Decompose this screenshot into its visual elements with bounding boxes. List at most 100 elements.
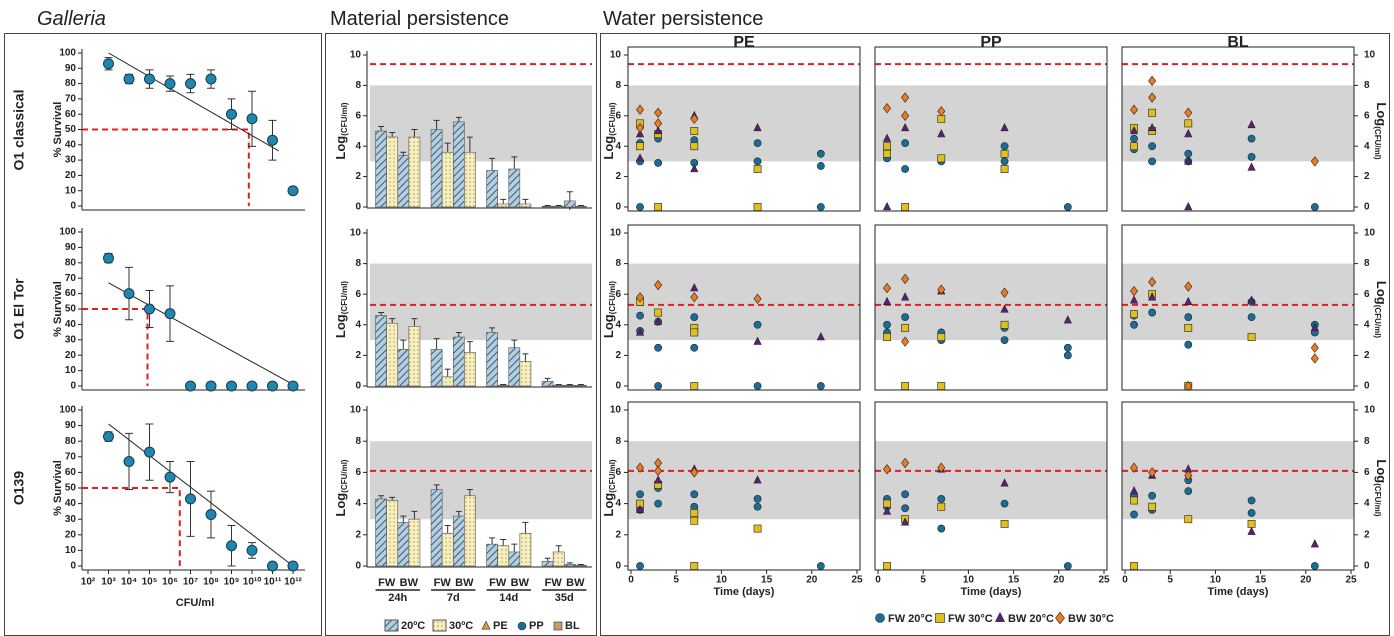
legend-label: 20ºC bbox=[401, 620, 425, 632]
y-axis-label-main: Log bbox=[333, 314, 348, 338]
ld50-line bbox=[82, 128, 250, 206]
point bbox=[481, 620, 491, 630]
point bbox=[1148, 502, 1157, 511]
y-tick-label: 4 bbox=[1364, 319, 1370, 330]
point bbox=[1247, 333, 1256, 341]
y-tick-label: 4 bbox=[1364, 141, 1370, 152]
legend-label: BW 20°C bbox=[1008, 613, 1054, 625]
bar bbox=[464, 352, 476, 387]
plot-frame bbox=[627, 401, 861, 571]
point bbox=[636, 292, 645, 303]
fit-line bbox=[108, 423, 294, 567]
point bbox=[654, 126, 663, 135]
y-tick-label: 30 bbox=[65, 514, 77, 525]
section-title: Galleria bbox=[37, 8, 106, 30]
point bbox=[901, 313, 910, 322]
point bbox=[882, 133, 892, 142]
y-tick-label: 6 bbox=[355, 289, 361, 300]
point bbox=[1130, 462, 1139, 473]
point bbox=[1247, 526, 1256, 535]
y-tick-label: 8 bbox=[1364, 258, 1370, 269]
point bbox=[246, 544, 258, 556]
plot-frame bbox=[874, 401, 1108, 571]
point bbox=[1000, 122, 1009, 132]
point bbox=[1129, 126, 1139, 135]
point bbox=[1184, 119, 1193, 128]
band bbox=[628, 85, 860, 162]
point bbox=[654, 475, 663, 484]
column-title: PP bbox=[980, 34, 1002, 51]
y-axis-label: % Survival bbox=[52, 460, 64, 516]
point bbox=[690, 127, 699, 135]
point bbox=[1148, 92, 1157, 103]
y-axis-label-main: Log bbox=[601, 493, 616, 517]
y-axis-label-main: Log bbox=[333, 136, 348, 160]
x-tick-label: 5 bbox=[1167, 575, 1173, 586]
bar bbox=[386, 136, 399, 208]
y-tick-label: 10 bbox=[1364, 228, 1376, 239]
y-tick-label: 50 bbox=[65, 483, 77, 494]
point bbox=[883, 464, 892, 475]
y-tick-label: 10 bbox=[65, 185, 77, 196]
y-axis-label-sub: (CFU/ml) bbox=[1373, 483, 1382, 517]
point bbox=[517, 621, 527, 631]
x-axis-label: Time (days) bbox=[714, 586, 775, 598]
point bbox=[901, 139, 910, 148]
point bbox=[1184, 487, 1193, 496]
point bbox=[287, 185, 299, 197]
point bbox=[690, 467, 699, 478]
row-label: O139 bbox=[11, 471, 27, 505]
point bbox=[226, 540, 237, 552]
point bbox=[1130, 134, 1138, 143]
y-tick-label: 60 bbox=[65, 109, 77, 120]
y-tick-label: 6 bbox=[355, 110, 361, 121]
y-axis-label-main: Log bbox=[1374, 459, 1389, 483]
point bbox=[287, 380, 299, 392]
bar bbox=[563, 200, 576, 208]
point bbox=[690, 142, 699, 151]
bar bbox=[497, 384, 510, 387]
point bbox=[1310, 353, 1319, 364]
y-tick-label: 20 bbox=[65, 529, 77, 540]
point bbox=[1310, 156, 1319, 167]
point bbox=[690, 292, 699, 303]
point bbox=[937, 462, 946, 473]
point bbox=[816, 203, 825, 211]
point bbox=[937, 382, 946, 390]
bar bbox=[464, 151, 476, 208]
point bbox=[185, 380, 196, 392]
y-tick-label: 10 bbox=[350, 405, 362, 416]
point bbox=[883, 333, 891, 341]
x-tick-label: 10⁹ bbox=[224, 577, 240, 588]
band bbox=[875, 85, 1107, 162]
ld50-line bbox=[82, 308, 149, 386]
point bbox=[1247, 519, 1256, 528]
plot-frame bbox=[874, 224, 1108, 391]
point bbox=[1148, 292, 1157, 301]
y-tick-label: 0 bbox=[1364, 561, 1370, 572]
y-tick-label: 80 bbox=[65, 436, 77, 447]
section-title: Water persistence bbox=[603, 8, 763, 30]
point bbox=[1184, 156, 1193, 165]
bar bbox=[464, 495, 476, 567]
point bbox=[636, 562, 644, 570]
band bbox=[1122, 85, 1354, 162]
point bbox=[901, 336, 910, 347]
y-tick-label: 6 bbox=[1364, 110, 1370, 121]
point bbox=[1184, 202, 1193, 211]
point bbox=[901, 122, 910, 132]
point bbox=[882, 296, 892, 306]
bar bbox=[497, 203, 510, 208]
point bbox=[690, 509, 699, 517]
point bbox=[1247, 162, 1256, 171]
y-axis-label: % Survival bbox=[52, 102, 64, 158]
point bbox=[937, 502, 946, 511]
y-tick-label: 30 bbox=[65, 155, 77, 166]
y-tick-label: 0 bbox=[70, 201, 76, 212]
point bbox=[1247, 134, 1256, 143]
band bbox=[1122, 441, 1354, 520]
point bbox=[1055, 611, 1065, 625]
y-axis-label-main: Log bbox=[333, 493, 348, 517]
bar bbox=[541, 205, 554, 208]
y-tick-label: 90 bbox=[65, 420, 77, 431]
